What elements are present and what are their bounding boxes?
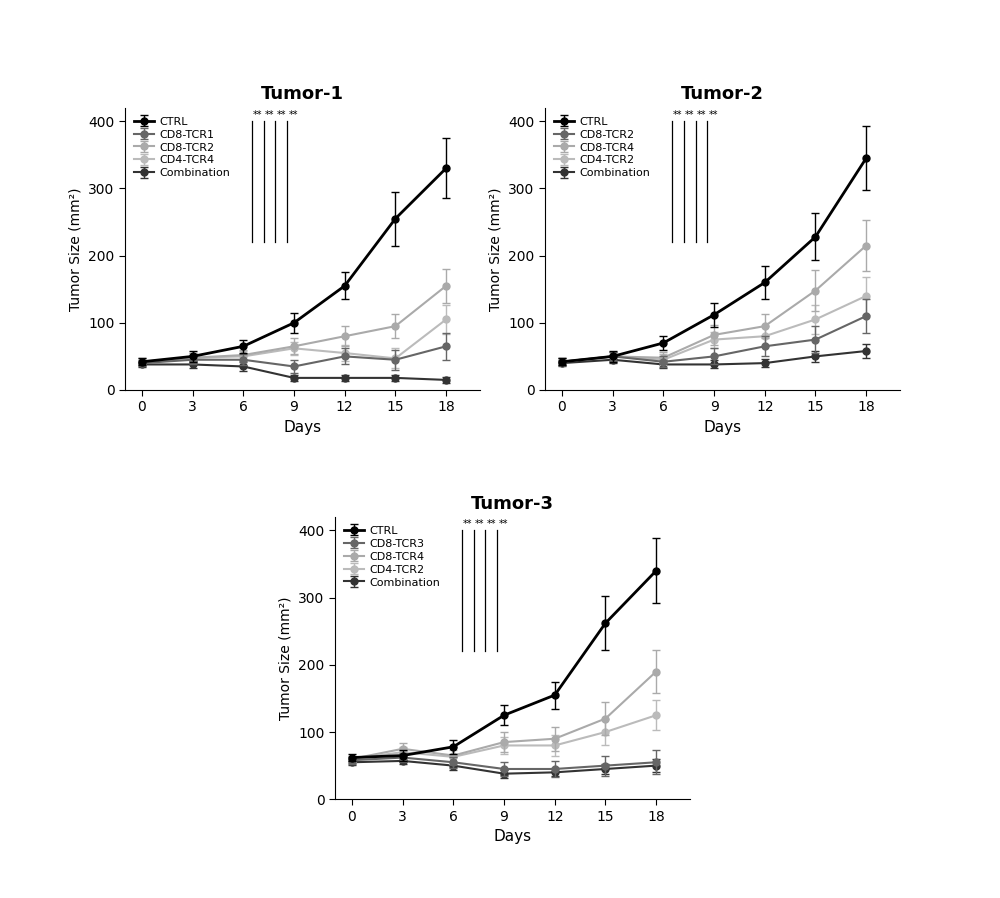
Text: **: ** <box>475 519 484 529</box>
Text: **: ** <box>463 519 473 529</box>
Title: Tumor-2: Tumor-2 <box>681 85 764 103</box>
Legend: CTRL, CD8-TCR2, CD8-TCR4, CD4-TCR2, Combination: CTRL, CD8-TCR2, CD8-TCR4, CD4-TCR2, Comb… <box>551 113 654 181</box>
Text: **: ** <box>487 519 496 529</box>
X-axis label: Days: Days <box>703 420 742 435</box>
Text: **: ** <box>265 110 274 119</box>
Text: **: ** <box>685 110 695 119</box>
Legend: CTRL, CD8-TCR3, CD8-TCR4, CD4-TCR2, Combination: CTRL, CD8-TCR3, CD8-TCR4, CD4-TCR2, Comb… <box>341 523 444 591</box>
Text: **: ** <box>499 519 508 529</box>
Text: **: ** <box>697 110 706 119</box>
X-axis label: Days: Days <box>493 829 532 844</box>
Text: **: ** <box>709 110 718 119</box>
Y-axis label: Tumor Size (mm²): Tumor Size (mm²) <box>489 187 503 311</box>
X-axis label: Days: Days <box>283 420 322 435</box>
Text: **: ** <box>289 110 298 119</box>
Title: Tumor-1: Tumor-1 <box>261 85 344 103</box>
Legend: CTRL, CD8-TCR1, CD8-TCR2, CD4-TCR4, Combination: CTRL, CD8-TCR1, CD8-TCR2, CD4-TCR4, Comb… <box>131 113 234 181</box>
Text: **: ** <box>253 110 263 119</box>
Text: **: ** <box>277 110 286 119</box>
Y-axis label: Tumor Size (mm²): Tumor Size (mm²) <box>69 187 83 311</box>
Text: **: ** <box>673 110 683 119</box>
Y-axis label: Tumor Size (mm²): Tumor Size (mm²) <box>279 596 293 720</box>
Title: Tumor-3: Tumor-3 <box>471 495 554 513</box>
